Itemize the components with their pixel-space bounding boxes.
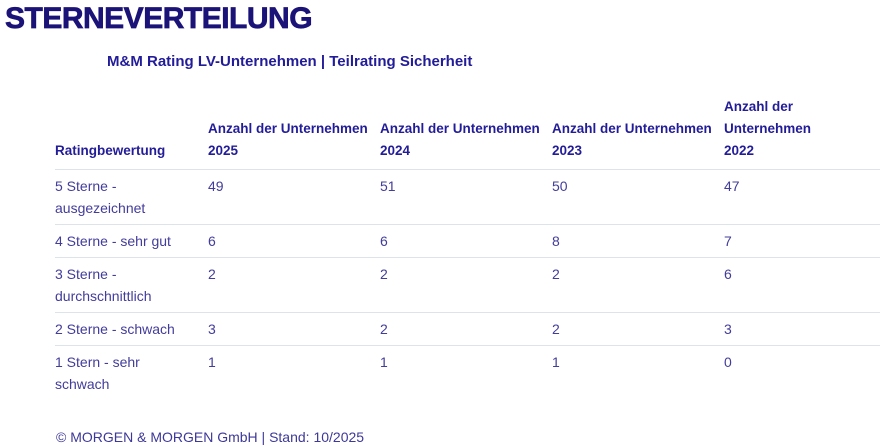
value-cell: 8 (552, 224, 724, 258)
rating-label: 3 Sterne - durchschnittlich (55, 257, 208, 313)
value-cell: 1 (552, 354, 560, 370)
column-header-2022: Anzahl der Unternehmen 2022 (724, 96, 880, 170)
column-header-2025: Anzahl der Unternehmen 2025 (208, 96, 380, 170)
page-title: STERNEVERTEILUNG (5, 2, 313, 36)
value-cell: 6 (208, 224, 380, 258)
table-row: 4 Sterne - sehr gut 6 6 8 7 (55, 224, 880, 258)
rating-table: Ratingbewertung Anzahl der Unternehmen 2… (55, 96, 880, 400)
value-cell: 1 (208, 354, 216, 370)
value-cell: 2 (552, 257, 724, 313)
table-row: 5 Sterne - ausgezeichnet 49 51 50 47 (55, 169, 880, 225)
value-cell: 3 (208, 312, 380, 346)
value-cell: 2 (208, 257, 380, 313)
column-header-ratingbewertung: Ratingbewertung (55, 96, 208, 170)
rating-label: 2 Sterne - schwach (55, 312, 208, 346)
rating-label: 1 Stern - sehr schwach (55, 354, 140, 392)
value-cell: 47 (724, 169, 880, 225)
table-subtitle: M&M Rating LV-Unternehmen | Teilrating S… (107, 53, 473, 70)
value-cell: 2 (380, 312, 552, 346)
column-header-2023: Anzahl der Unternehmen 2023 (552, 96, 724, 170)
table-row: 1 Stern - sehr schwach 1 1 1 0 (55, 346, 880, 401)
value-cell: 49 (208, 169, 380, 225)
value-cell: 3 (724, 312, 880, 346)
value-cell: 6 (724, 257, 880, 313)
copyright-footer: © MORGEN & MORGEN GmbH | Stand: 10/2025 (56, 429, 365, 445)
value-cell: 2 (552, 312, 724, 346)
rating-label: 5 Sterne - ausgezeichnet (55, 169, 208, 225)
value-cell: 7 (724, 224, 880, 258)
value-cell: 6 (380, 224, 552, 258)
value-cell: 50 (552, 169, 724, 225)
value-cell: 0 (724, 354, 732, 370)
column-header-2024: Anzahl der Unternehmen 2024 (380, 96, 552, 170)
value-cell: 2 (380, 257, 552, 313)
table-row: 2 Sterne - schwach 3 2 2 3 (55, 312, 880, 346)
value-cell: 51 (380, 169, 552, 225)
table-row: 3 Sterne - durchschnittlich 2 2 2 6 (55, 257, 880, 313)
table-header-row: Ratingbewertung Anzahl der Unternehmen 2… (55, 96, 880, 170)
rating-label: 4 Sterne - sehr gut (55, 224, 208, 258)
value-cell: 1 (380, 354, 388, 370)
rating-table-container: Ratingbewertung Anzahl der Unternehmen 2… (55, 96, 891, 400)
